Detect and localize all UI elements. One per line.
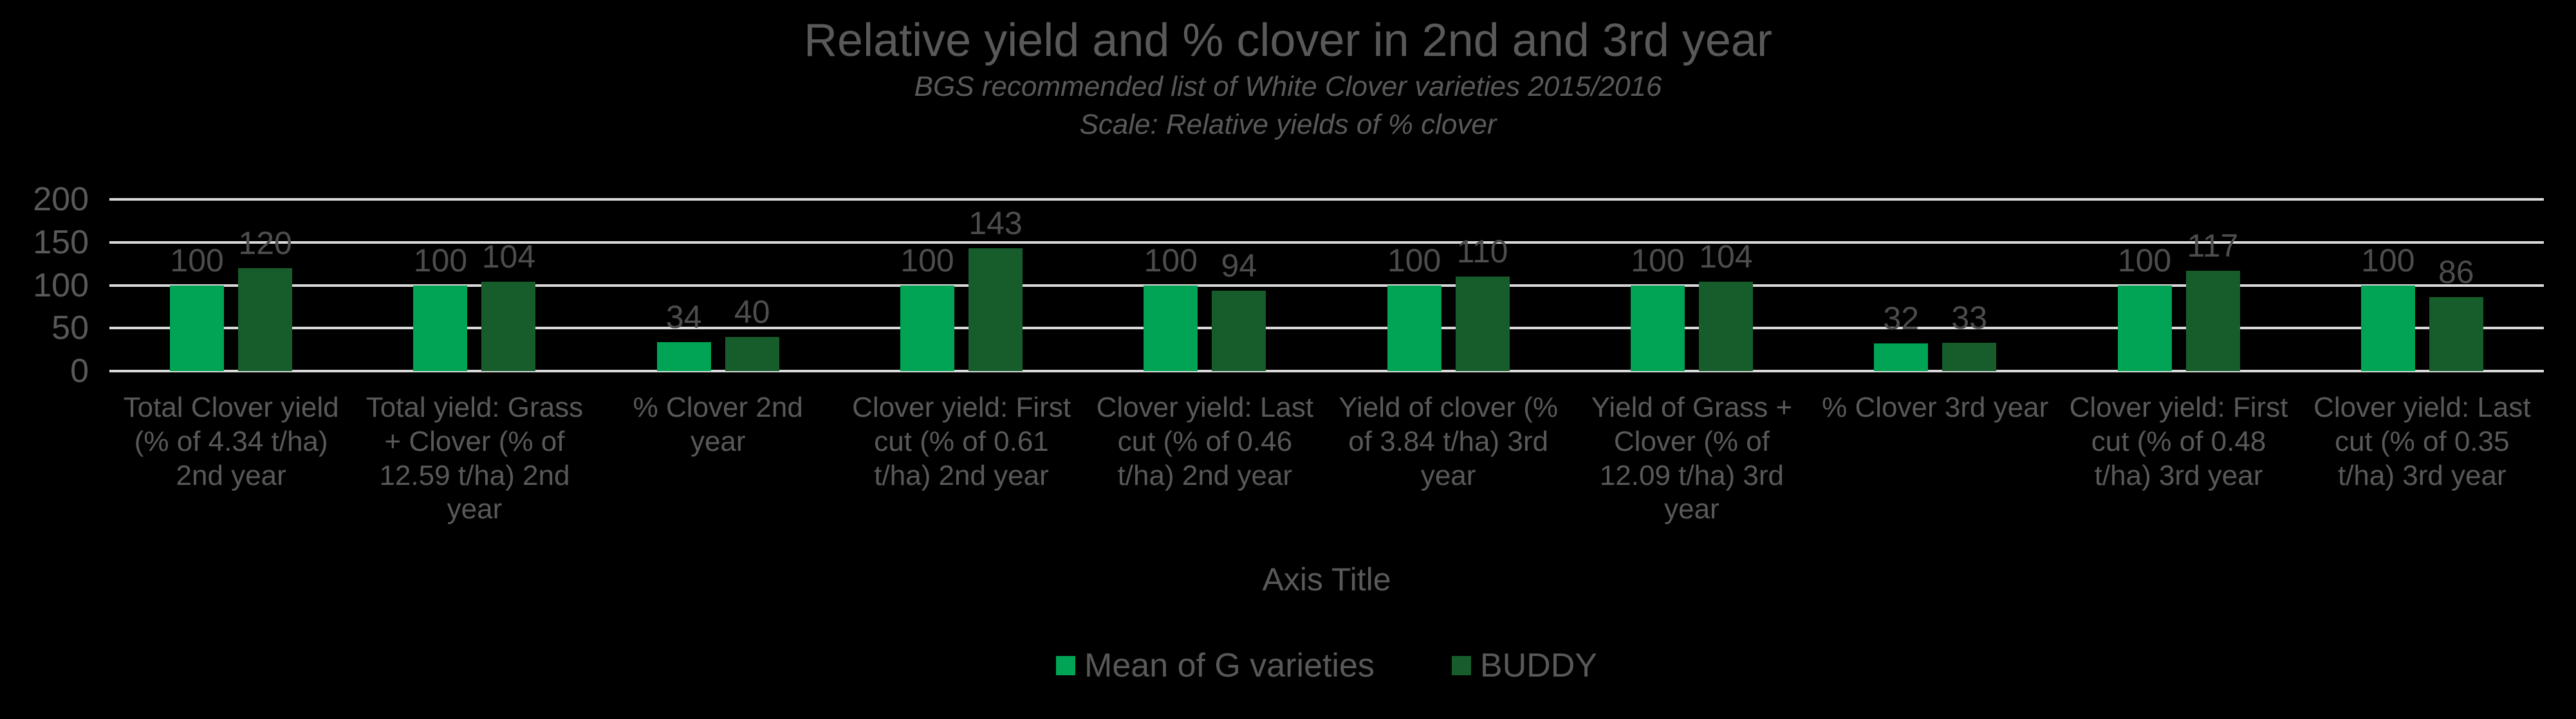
legend-item: BUDDY [1451, 646, 1597, 685]
bar-value-label: 100 [900, 242, 954, 278]
category-label: % Clover 3rd year [1822, 392, 2049, 423]
bar-value-label: 40 [734, 293, 770, 330]
bar-group: 100 86 [2301, 199, 2544, 371]
bar-value-label: 100 [2117, 242, 2172, 278]
bar-value-label: 100 [1144, 242, 1198, 278]
bar-value-label: 104 [481, 239, 536, 275]
bar: 100 [413, 242, 468, 371]
bar-group: 32 33 [1813, 199, 2057, 371]
bar-value-label: 32 [1883, 300, 1920, 337]
gridline [109, 284, 2544, 287]
chart-subtitle-2: Scale: Relative yields of % clover [1079, 109, 1497, 141]
y-tick-label: 100 [33, 266, 89, 304]
bar-value-label: 100 [170, 242, 224, 278]
category-label: Yield of clover (% of 3.84 t/ha) 3rd yea… [1339, 392, 1558, 491]
bar-value-label: 120 [238, 224, 292, 261]
bar: 100 [900, 242, 955, 371]
bar-group: 100 104 [1570, 199, 1813, 371]
bar: 86 [2429, 254, 2483, 371]
bar: 117 [2185, 228, 2240, 371]
bar: 104 [481, 239, 536, 371]
category-label: Yield of Grass + Clover (% of 12.09 t/ha… [1591, 392, 1793, 525]
bar-value-label: 117 [2187, 227, 2239, 264]
legend: Mean of G varieties BUDDY [109, 646, 2544, 685]
bar-group: 100 117 [2057, 199, 2300, 371]
bar: 110 [1455, 233, 1510, 371]
legend-swatch-icon [1451, 656, 1471, 675]
bar-value-label: 86 [2438, 254, 2474, 291]
y-tick-label: 200 [33, 181, 89, 218]
bar-group: 100 104 [353, 199, 596, 371]
legend-label: Mean of G varieties [1084, 647, 1375, 684]
y-tick-label: 50 [51, 309, 89, 347]
bar: 104 [1698, 239, 1753, 371]
legend-label: BUDDY [1479, 647, 1597, 684]
gridlines [109, 198, 2544, 372]
y-tick-label: 150 [33, 223, 89, 261]
legend-item: Mean of G varieties [1056, 646, 1375, 685]
bar: 34 [656, 299, 711, 371]
bar-group: 34 40 [597, 199, 840, 371]
bar-value-label: 33 [1951, 299, 1988, 336]
gridline [109, 370, 2544, 372]
chart-title: Relative yield and % clover in 2nd and 3… [804, 15, 1772, 66]
category-axis: Total Clover yield (% of 4.34 t/ha) 2nd … [109, 391, 2544, 527]
bar: 100 [1630, 242, 1685, 371]
bar: 100 [1144, 242, 1198, 371]
bar-group: 100 110 [1326, 199, 1570, 371]
legend-swatch-icon [1056, 656, 1076, 675]
bar: 40 [725, 294, 779, 371]
bar-value-label: 104 [1699, 239, 1753, 275]
category-label: Clover yield: Last cut (% of 0.35 t/ha) … [2313, 392, 2531, 491]
bar-value-label: 34 [665, 298, 702, 335]
category-label: Total yield: Grass + Clover (% of 12.59 … [366, 392, 584, 525]
bar: 100 [2117, 242, 2172, 371]
bar-value-label: 110 [1456, 233, 1508, 270]
category-label: Clover yield: Last cut (% of 0.46 t/ha) … [1096, 392, 1314, 491]
bar-value-label: 100 [1387, 242, 1441, 278]
bar: 94 [1212, 248, 1266, 371]
bar-groups: 100 120 100 104 34 40 100 143 100 94 100 110 100 104 3… [109, 199, 2544, 371]
bar-group: 100 143 [840, 199, 1083, 371]
bar: 100 [1387, 242, 1441, 371]
bar-value-label: 100 [1631, 242, 1685, 278]
bar: 100 [170, 242, 225, 371]
y-tick-label: 0 [70, 352, 89, 390]
bar-value-label: 100 [413, 242, 468, 278]
bar-group: 100 94 [1083, 199, 1326, 371]
bar: 100 [2360, 242, 2415, 371]
gridline [109, 327, 2544, 330]
bar: 32 [1874, 300, 1929, 371]
bar-value-label: 143 [968, 205, 1023, 242]
gridline [109, 198, 2544, 201]
category-label: Total Clover yield (% of 4.34 t/ha) 2nd … [123, 392, 339, 491]
bar: 33 [1942, 300, 1997, 371]
category-label: Clover yield: First cut (% of 0.48 t/ha)… [2069, 392, 2288, 491]
gridline [109, 241, 2544, 244]
axis-title: Axis Title [1262, 561, 1391, 597]
category-label: % Clover 2nd year [633, 392, 803, 457]
bar-group: 100 120 [109, 199, 353, 371]
chart-header: Relative yield and % clover in 2nd and 3… [0, 14, 2576, 144]
chart-subtitle-1: BGS recommended list of White Clover var… [914, 70, 1662, 102]
bar: 143 [968, 205, 1023, 371]
bar-value-label: 100 [2361, 242, 2415, 278]
bar-value-label: 94 [1221, 247, 1257, 284]
plot-area: 100 120 100 104 34 40 100 143 100 94 100 110 100 104 3… [109, 198, 2544, 372]
bar: 120 [238, 225, 293, 371]
category-label: Clover yield: First cut (% of 0.61 t/ha)… [852, 392, 1071, 491]
y-axis: 0 50 100 150 200 [0, 181, 97, 390]
